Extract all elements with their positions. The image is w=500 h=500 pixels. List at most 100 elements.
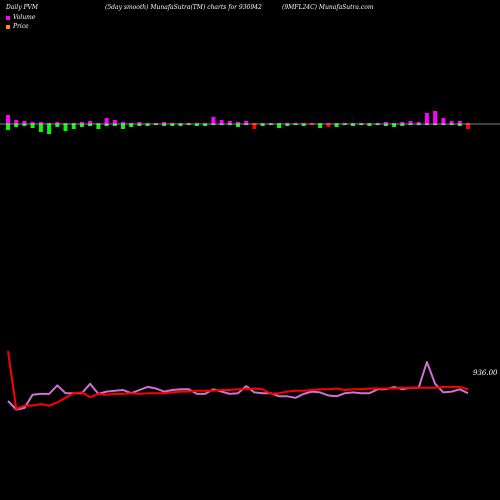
- volume-bar-down: [38, 124, 43, 132]
- last-price-label: 936.00: [473, 369, 498, 377]
- volume-bar-down: [449, 124, 454, 125]
- volume-bar-up: [342, 123, 347, 124]
- volume-bar-up: [309, 123, 314, 124]
- volume-bar-down: [433, 124, 438, 125]
- volume-bar-up: [47, 123, 52, 124]
- volume-bar-up: [145, 123, 150, 124]
- volume-bar-down: [227, 124, 232, 125]
- volume-bar-up: [408, 121, 413, 124]
- volume-bar-up: [129, 123, 134, 124]
- volume-bar-up: [186, 123, 191, 124]
- volume-bar-up: [170, 123, 175, 124]
- volume-bar-down: [252, 124, 257, 129]
- volume-bar-down: [211, 124, 216, 125]
- volume-bar-up: [55, 122, 60, 124]
- volume-bar-down: [441, 124, 446, 125]
- volume-bar-up: [375, 123, 380, 124]
- volume-bar-down: [318, 124, 323, 128]
- legend-volume: Volume: [6, 14, 35, 21]
- legend-price-label: Price: [13, 23, 29, 30]
- volume-bar-up: [79, 122, 84, 124]
- volume-bar-down: [359, 124, 364, 125]
- volume-bar-up: [260, 123, 265, 124]
- legend-volume-label: Volume: [13, 14, 36, 21]
- volume-bar-up: [71, 123, 76, 124]
- volume-bar-up: [112, 120, 117, 124]
- volume-bar-down: [137, 124, 142, 126]
- volume-bar-up: [392, 123, 397, 124]
- volume-bar-up: [383, 122, 388, 124]
- volume-bar-up: [441, 118, 446, 124]
- volume-bar-down: [416, 124, 421, 125]
- chart-header-left: Daily PVM: [6, 4, 39, 11]
- chart-header-right: (9MFL24C) MunafaSutra.com: [282, 4, 374, 11]
- volume-bar-up: [424, 113, 429, 124]
- volume-bar-up: [400, 122, 405, 124]
- volume-bar-up: [14, 120, 19, 124]
- volume-bar-up: [277, 123, 282, 124]
- volume-bar-down: [14, 124, 19, 127]
- volume-bar-down: [236, 124, 240, 127]
- legend-price: Price: [6, 23, 29, 30]
- volume-bar-down: [79, 124, 84, 127]
- volume-bar-up: [359, 123, 364, 124]
- volume-bar-down: [375, 124, 380, 125]
- volume-bar-down: [244, 124, 249, 125]
- volume-bar-up: [203, 123, 208, 124]
- volume-bar-down: [186, 124, 191, 125]
- volume-bars: [6, 111, 470, 134]
- volume-bar-down: [145, 124, 150, 126]
- volume-bar-down: [203, 124, 208, 126]
- volume-bar-up: [153, 123, 158, 124]
- volume-bar-down: [268, 124, 273, 125]
- volume-bar-down: [55, 124, 60, 127]
- volume-bar-up: [121, 122, 125, 124]
- volume-bar-up: [88, 121, 93, 124]
- volume-bar-down: [260, 124, 265, 126]
- volume-bar-up: [137, 122, 142, 124]
- volume-bar-up: [236, 122, 240, 124]
- volume-bar-up: [334, 123, 339, 124]
- volume-bar-down: [392, 124, 397, 127]
- volume-bar-down: [424, 124, 429, 125]
- volume-bar-down: [457, 124, 462, 126]
- volume-bar-up: [351, 123, 355, 124]
- volume-bar-down: [6, 124, 10, 130]
- volume-bar-up: [30, 122, 35, 124]
- legend-volume-swatch: [6, 15, 10, 20]
- volume-line: [7, 361, 469, 411]
- volume-bar-up: [211, 117, 216, 124]
- volume-bar-down: [47, 124, 52, 134]
- volume-bar-down: [326, 124, 331, 127]
- volume-bar-down: [170, 124, 175, 126]
- volume-bar-up: [268, 123, 273, 124]
- volume-bar-up: [252, 123, 257, 124]
- volume-bar-down: [466, 124, 470, 129]
- volume-bar-down: [301, 124, 306, 126]
- volume-bar-down: [96, 124, 101, 129]
- volume-bar-down: [104, 124, 109, 126]
- volume-bar-up: [162, 122, 167, 124]
- volume-bar-up: [227, 121, 232, 124]
- volume-bar-down: [293, 124, 298, 125]
- volume-bar-up: [244, 121, 249, 124]
- volume-bar-up: [96, 123, 101, 124]
- volume-bar-down: [277, 124, 282, 128]
- volume-bar-up: [367, 123, 372, 124]
- volume-bar-up: [6, 115, 10, 124]
- volume-bar-down: [351, 124, 355, 126]
- volume-bar-up: [293, 123, 298, 124]
- volume-bar-down: [30, 124, 35, 128]
- volume-bar-down: [285, 124, 290, 126]
- volume-bar-down: [112, 124, 117, 126]
- price-line: [7, 350, 469, 410]
- volume-bar-down: [367, 124, 372, 126]
- volume-bar-down: [153, 124, 158, 125]
- volume-bar-up: [416, 122, 421, 124]
- volume-bar-down: [88, 124, 93, 126]
- volume-bar-down: [408, 124, 413, 125]
- volume-bar-down: [334, 124, 339, 127]
- volume-bar-up: [178, 123, 183, 124]
- volume-bar-down: [162, 124, 167, 126]
